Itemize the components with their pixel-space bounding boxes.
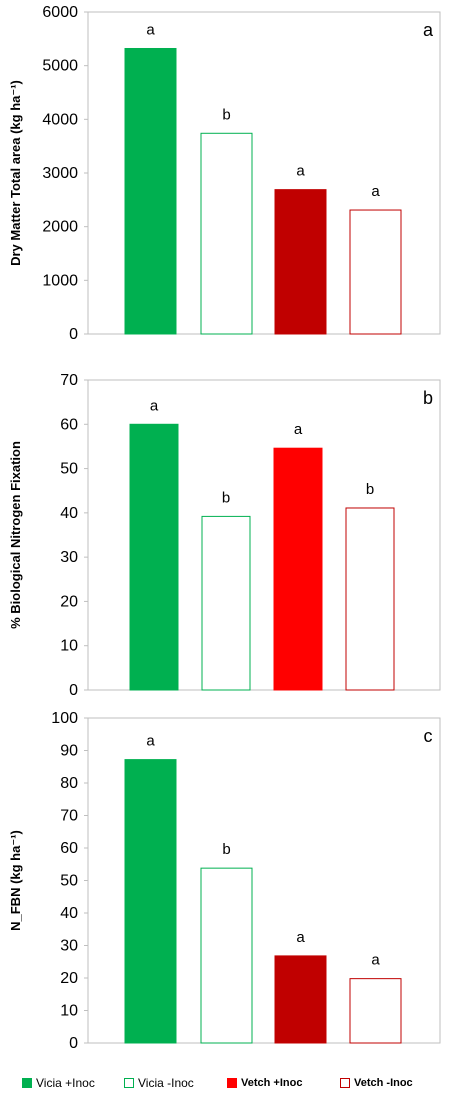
y-tick-label-b-5: 50 [60, 461, 78, 478]
significance-letter-b-1: b [222, 489, 230, 506]
y-tick-label-a-3: 3000 [42, 165, 78, 182]
significance-letter-c-3: a [371, 952, 380, 969]
bar-b-0 [129, 423, 179, 691]
legend-label-vetch-noinoc: Vetch -Inoc [354, 1077, 413, 1089]
bar-c-0 [124, 759, 177, 1044]
legend: Vicia +Inoc Vicia -Inoc Vetch +Inoc Vetc… [0, 1070, 450, 1096]
y-tick-label-b-0: 0 [69, 682, 78, 699]
y-tick-label-b-4: 40 [60, 505, 78, 522]
plot-frame-b [87, 379, 441, 691]
y-tick-label-b-2: 20 [60, 593, 78, 610]
panel-letter-b: b [423, 388, 433, 408]
legend-label-vicia-inoc: Vicia +Inoc [36, 1076, 95, 1090]
y-tick-label-c-1: 10 [60, 1003, 78, 1020]
legend-label-vetch-inoc: Vetch +Inoc [241, 1077, 303, 1089]
bar-c-3 [349, 978, 402, 1044]
legend-swatch-vicia-inoc [22, 1078, 32, 1088]
panel-letter-a: a [423, 20, 434, 40]
significance-letter-a-0: a [146, 21, 155, 38]
significance-letter-c-2: a [296, 929, 305, 946]
bar-b-3 [345, 507, 395, 691]
y-tick-label-b-1: 10 [60, 638, 78, 655]
y-tick-label-c-5: 50 [60, 873, 78, 890]
significance-letter-b-0: a [150, 397, 159, 414]
y-tick-label-c-3: 30 [60, 938, 78, 955]
legend-swatch-vetch-noinoc [340, 1078, 350, 1088]
y-tick-label-c-0: 0 [69, 1035, 78, 1052]
legend-item-vetch-inoc: Vetch +Inoc [227, 1070, 302, 1096]
y-tick-label-a-4: 4000 [42, 111, 78, 128]
significance-letter-b-2: a [294, 421, 303, 438]
y-tick-label-b-6: 60 [60, 416, 78, 433]
legend-item-vetch-noinoc: Vetch -Inoc [340, 1070, 413, 1096]
legend-item-vicia-inoc: Vicia +Inoc [22, 1070, 95, 1096]
y-axis-label-a: Dry Matter Total area (kg ha⁻¹) [8, 80, 23, 266]
y-tick-label-c-8: 80 [60, 775, 78, 792]
panel-letter-c: c [424, 726, 433, 746]
y-tick-label-a-5: 5000 [42, 58, 78, 75]
y-axis-label-c: N_FBN (kg ha⁻¹) [8, 830, 23, 931]
y-tick-label-c-9: 90 [60, 743, 78, 760]
significance-letter-c-1: b [222, 841, 230, 858]
legend-label-vicia-noinoc: Vicia -Inoc [138, 1076, 194, 1090]
legend-item-vicia-noinoc: Vicia -Inoc [124, 1070, 194, 1096]
bar-a-1 [200, 132, 253, 335]
significance-letter-a-1: b [222, 106, 230, 123]
bar-a-3 [349, 209, 402, 335]
significance-letter-b-3: b [366, 481, 374, 498]
significance-letter-a-3: a [371, 183, 380, 200]
y-axis-label-b: % Biological Nitrogen Fixation [8, 441, 23, 629]
y-tick-label-a-0: 0 [69, 326, 78, 343]
y-tick-label-c-7: 70 [60, 808, 78, 825]
y-tick-label-c-4: 40 [60, 905, 78, 922]
y-tick-label-a-6: 6000 [42, 4, 78, 21]
bar-c-2 [274, 955, 327, 1044]
y-tick-label-c-10: 100 [51, 710, 78, 727]
legend-swatch-vicia-noinoc [124, 1078, 134, 1088]
bar-c-1 [200, 867, 253, 1044]
legend-swatch-vetch-inoc [227, 1078, 237, 1088]
bar-b-2 [273, 447, 323, 691]
bar-a-0 [124, 47, 177, 335]
bar-b-1 [201, 515, 251, 691]
significance-letter-c-0: a [146, 733, 155, 750]
y-tick-label-c-6: 60 [60, 840, 78, 857]
y-tick-label-a-1: 1000 [42, 272, 78, 289]
y-tick-label-b-7: 70 [60, 372, 78, 389]
y-tick-label-c-2: 20 [60, 970, 78, 987]
significance-letter-a-2: a [296, 163, 305, 180]
bar-a-2 [274, 189, 327, 335]
y-tick-label-a-2: 2000 [42, 219, 78, 236]
y-tick-label-b-3: 30 [60, 549, 78, 566]
